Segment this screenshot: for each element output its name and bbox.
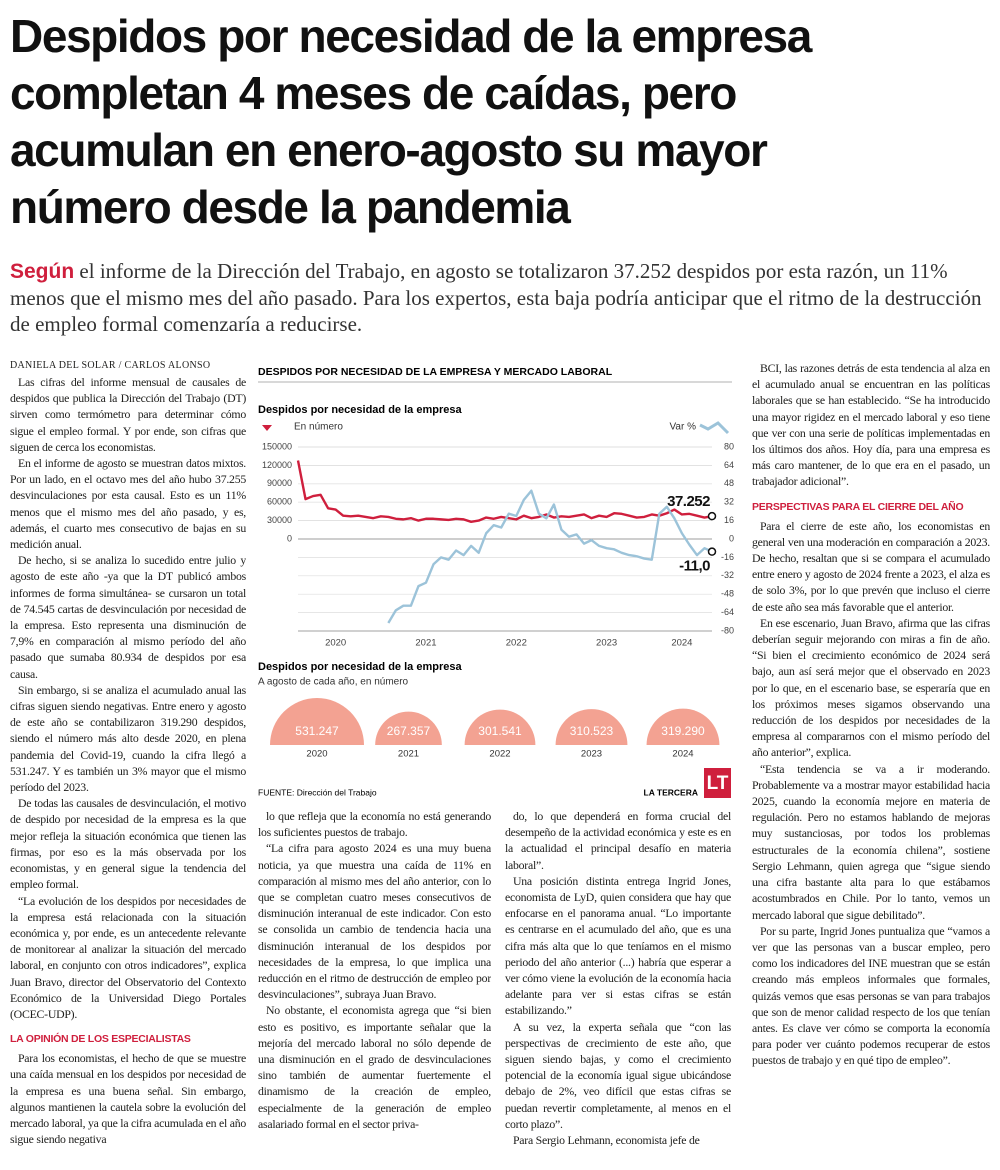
y2-tick-label: -64 [721,607,734,617]
paragraph: Para los economistas, el hecho de que se… [10,1051,246,1147]
y-tick-label: 0 [287,533,292,543]
chart-title: Despidos por necesidad de la empresa [258,404,462,416]
x-tick-label: 2024 [671,638,692,649]
y2-tick-label: 80 [724,441,734,451]
paragraph: Sin embargo, si se analiza el acumulado … [10,682,246,795]
semicircle [646,708,720,745]
legend-swatch [262,425,272,431]
semicircle [464,709,536,745]
data-label: 319.290 [661,724,705,738]
paragraph: Las cifras del informe mensual de causal… [10,375,246,454]
lead: Según el informe de la Dirección del Tra… [10,258,995,337]
column: Las cifras del informe mensual de causal… [10,374,246,1164]
semicircle [270,698,364,745]
paragraph: A su vez, la experta señala que “con las… [505,1019,731,1131]
x-tick-label: 2020 [306,749,327,760]
subhead: PERSPECTIVAS PARA EL CIERRE DEL AÑO [752,500,964,513]
y2-tick-label: -32 [721,570,734,580]
logo: LT [707,773,729,794]
paragraph: En el informe de agosto se muestran dato… [10,456,246,552]
headline-line: acumulan en enero-agosto su mayor [10,124,768,176]
data-label: 37.252 [667,493,710,510]
headline-line: completan 4 meses de caídas, pero [10,67,737,119]
y2-tick-label: -48 [721,589,734,599]
y-tick-label: 150000 [262,441,292,451]
semicircle [555,709,628,745]
chart-title: Despidos por necesidad de la empresa [258,661,462,673]
graphic-header: DESPIDOS POR NECESIDAD DE LA EMPRESA Y M… [258,366,613,378]
legend-swatch [699,421,730,435]
data-label: 301.541 [478,724,522,738]
legend-label: En número [294,422,343,433]
column: do, lo que dependerá en forma crucial de… [505,808,731,1164]
x-tick-label: 2021 [398,749,419,760]
x-tick-label: 2023 [596,638,617,649]
x-tick-label: 2023 [581,749,602,760]
paragraph: Para el cierre de este año, los economis… [752,518,990,614]
column: BCI, las razones detrás de esta tendenci… [752,360,990,1164]
paragraph: do, lo que dependerá en forma crucial de… [505,809,731,872]
headline: Despidos por necesidad de la empresa com… [10,8,812,236]
data-label: -11,0 [679,558,710,575]
y2-tick-label: 32 [724,497,734,507]
source: FUENTE: Dirección del Trabajo [258,787,377,797]
headline-line: Despidos por necesidad de la empresa [10,10,812,62]
byline: DANIELA DEL SOLAR / CARLOS ALONSO [10,360,211,371]
chart-subtitle: A agosto de cada año, en número [258,677,409,688]
y-tick-label: 90000 [267,478,292,488]
y-tick-label: 120000 [262,460,292,470]
y2-tick-label: 0 [729,533,734,543]
paragraph: “La evolución de los despidos por necesi… [10,893,246,1021]
paragraph: “La cifra para agosto 2024 es una muy bu… [258,841,491,1002]
paragraph: Para Sergio Lehmann, economista jefe de [513,1133,700,1148]
data-label: 310.523 [570,724,614,738]
x-tick-label: 2020 [325,638,346,649]
series-line [296,460,713,524]
legend-label: Var % [670,422,697,433]
paragraph: Una posición distinta entrega Ingrid Jon… [505,873,731,1018]
series-line [387,489,713,624]
lead-first: Según [10,260,75,283]
y2-tick-label: 16 [724,515,734,525]
y2-tick-label: 48 [724,478,734,488]
y-tick-label: 30000 [267,515,292,525]
lead-text: el informe de la Dirección del Trabajo, … [10,259,982,336]
x-tick-label: 2022 [489,749,510,760]
y2-tick-label: 64 [724,460,734,470]
paragraph: lo que refleja que la economía no está g… [258,809,491,840]
data-label: 267.357 [387,724,431,738]
paragraph: “Esta tendencia se va a ir moderando. Pr… [752,761,990,922]
y-tick-label: 60000 [267,497,292,507]
data-label: 531.247 [295,724,339,738]
column: lo que refleja que la economía no está g… [258,808,491,1164]
x-tick-label: 2024 [672,749,693,760]
x-tick-label: 2021 [415,638,436,649]
y2-tick-label: -16 [721,552,734,562]
end-marker [707,511,717,521]
brand: LA TERCERA [644,787,698,797]
headline-line: número desde la pandemia [10,181,571,233]
paragraph: De todas las causales de desvinculación,… [10,796,246,892]
subhead: LA OPINIÓN DE LOS ESPECIALISTAS [10,1033,191,1046]
semicircle [375,711,442,745]
paragraph: Por su parte, Ingrid Jones puntualiza qu… [752,923,990,1068]
paragraph: BCI, las razones detrás de esta tendenci… [752,361,990,489]
end-marker [707,547,717,556]
logo-box [704,768,731,798]
paragraph: No obstante, el economista agrega que “s… [258,1003,491,1131]
x-tick-label: 2022 [506,638,527,649]
paragraph: De hecho, si se analiza lo sucedido entr… [10,553,246,681]
y2-tick-label: -80 [721,625,734,635]
paragraph: En ese escenario, Juan Bravo, afirma que… [752,615,990,760]
